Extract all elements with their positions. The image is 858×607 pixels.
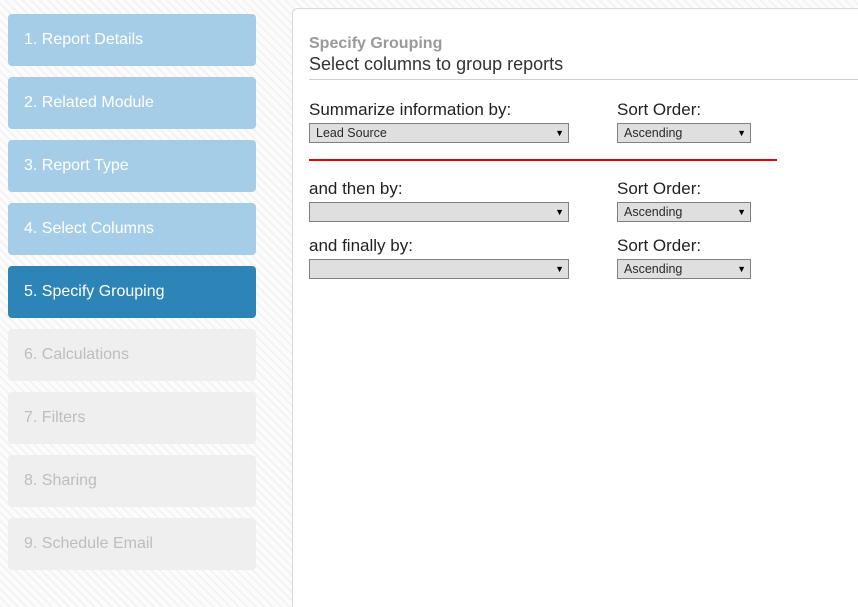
wizard-step-label: 1. Report Details — [24, 31, 143, 49]
sort-order-label: Sort Order: — [617, 100, 751, 120]
wizard-step-8[interactable]: 8. Sharing — [8, 455, 256, 507]
chevron-down-icon: ▼ — [737, 128, 746, 138]
wizard-step-4[interactable]: 4. Select Columns — [8, 203, 256, 255]
wizard-step-3[interactable]: 3. Report Type — [8, 140, 256, 192]
wizard-step-label: 7. Filters — [24, 409, 85, 427]
wizard-step-2[interactable]: 2. Related Module — [8, 77, 256, 129]
grouping-section: Summarize information by: Lead Source ▼ Sor… — [309, 100, 858, 279]
chevron-down-icon: ▼ — [555, 207, 564, 217]
chevron-down-icon: ▼ — [737, 207, 746, 217]
sort-order-value: Ascending — [624, 262, 682, 276]
group-by-label: Summarize information by: — [309, 100, 569, 120]
sort-order-select[interactable]: Ascending ▼ — [617, 202, 751, 222]
panel-subtitle: Select columns to group reports — [309, 54, 858, 75]
wizard-step-label: 9. Schedule Email — [24, 535, 153, 553]
grouping-row-1: Summarize information by: Lead Source ▼ Sor… — [309, 100, 858, 143]
sort-order-select[interactable]: Ascending ▼ — [617, 123, 751, 143]
group-by-label: and finally by: — [309, 236, 569, 256]
wizard-step-label: 4. Select Columns — [24, 220, 154, 238]
wizard-step-5[interactable]: 5. Specify Grouping — [8, 266, 256, 318]
wizard-step-label: 2. Related Module — [24, 94, 154, 112]
chevron-down-icon: ▼ — [555, 264, 564, 274]
group-by-label: and then by: — [309, 179, 569, 199]
wizard-step-label: 5. Specify Grouping — [24, 283, 165, 301]
group-by-select[interactable]: ▼ — [309, 202, 569, 222]
sort-order-label: Sort Order: — [617, 236, 751, 256]
panel-title: Specify Grouping — [309, 35, 858, 53]
sort-order-label: Sort Order: — [617, 179, 751, 199]
main-panel: Specify Grouping Select columns to group… — [292, 8, 858, 607]
group-by-value: Lead Source — [316, 126, 387, 140]
wizard-step-1[interactable]: 1. Report Details — [8, 14, 256, 66]
panel-divider — [309, 79, 858, 80]
wizard-step-label: 3. Report Type — [24, 157, 129, 175]
sort-order-select[interactable]: Ascending ▼ — [617, 259, 751, 279]
wizard-step-7[interactable]: 7. Filters — [8, 392, 256, 444]
sort-order-value: Ascending — [624, 205, 682, 219]
group-by-select[interactable]: ▼ — [309, 259, 569, 279]
group-by-select[interactable]: Lead Source ▼ — [309, 123, 569, 143]
wizard-step-label: 6. Calculations — [24, 346, 129, 364]
wizard-step-9[interactable]: 9. Schedule Email — [8, 518, 256, 570]
chevron-down-icon: ▼ — [555, 128, 564, 138]
wizard-step-6[interactable]: 6. Calculations — [8, 329, 256, 381]
wizard-sidebar: 1. Report Details 2. Related Module 3. Rep… — [8, 8, 256, 607]
grouping-row-2: and then by: ▼ Sort Order: Ascending ▼ — [309, 179, 858, 222]
grouping-row-3: and finally by: ▼ Sort Order: Ascending ▼ — [309, 236, 858, 279]
chevron-down-icon: ▼ — [737, 264, 746, 274]
wizard-step-label: 8. Sharing — [24, 472, 97, 490]
sort-order-value: Ascending — [624, 126, 682, 140]
